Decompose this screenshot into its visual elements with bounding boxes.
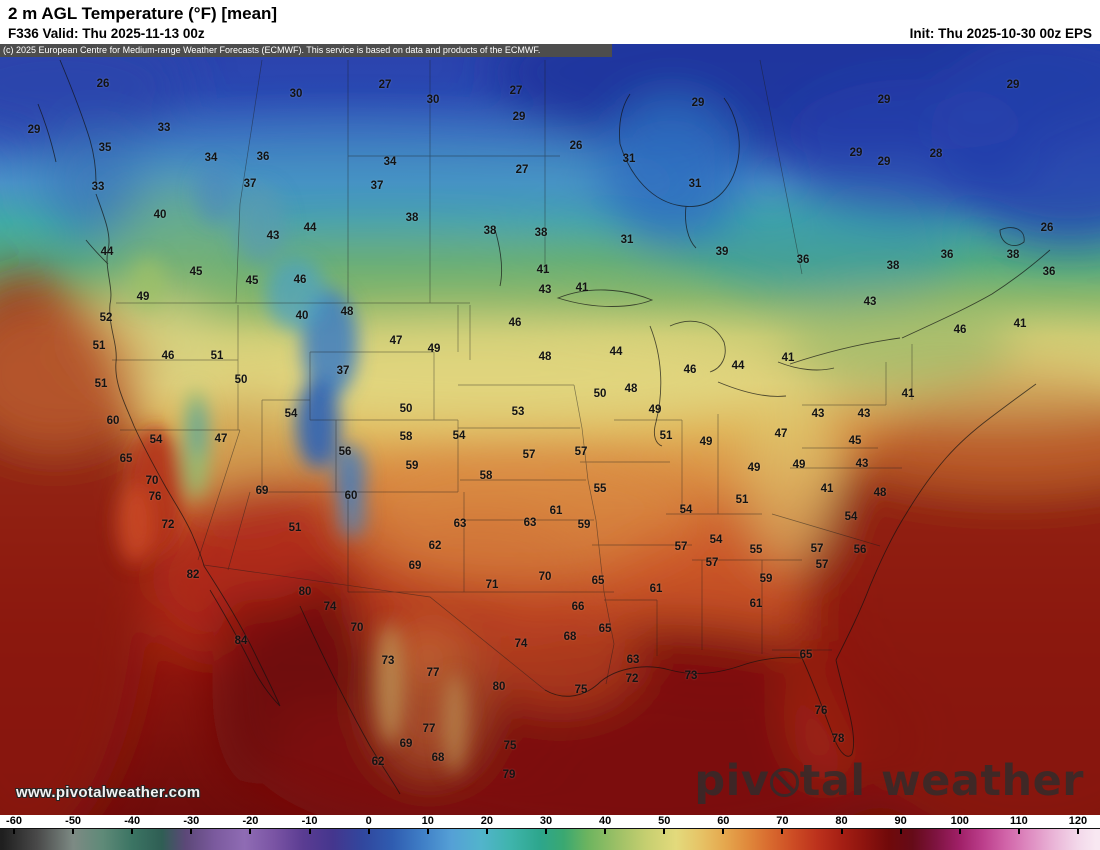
colorbar-tick-label: -40	[124, 815, 141, 827]
colorbar-tick-mark	[1017, 829, 1020, 834]
colorbar-tick-label: 60	[717, 815, 730, 827]
header: 2 m AGL Temperature (°F) [mean] F336 Val…	[0, 0, 1100, 44]
website-watermark: www.pivotalweather.com	[16, 784, 201, 801]
pivotal-logo-o-icon	[770, 768, 799, 797]
brand-text-post: tal weather	[799, 756, 1084, 806]
colorbar-tick-mark	[13, 829, 15, 834]
map-title: 2 m AGL Temperature (°F) [mean]	[8, 4, 278, 23]
temperature-field-map	[0, 44, 1100, 815]
colorbar-tick-mark	[544, 829, 547, 834]
colorbar-tick-label: 30	[539, 815, 553, 827]
colorbar-tick-mark	[131, 829, 134, 834]
colorbar-tick-mark	[899, 829, 902, 834]
coastlines	[37, 59, 1051, 795]
state-borders	[112, 59, 913, 691]
colorbar-tick-label: 100	[950, 815, 969, 827]
colorbar-tick-label: 50	[658, 815, 671, 827]
colorbar-tick-mark	[485, 829, 488, 834]
colorbar-tick-mark	[367, 829, 370, 834]
colorbar-tick-label: 0	[365, 815, 372, 827]
colorbar-tick-label: -20	[242, 815, 259, 827]
colorbar-tick-label: -10	[301, 815, 318, 827]
colorbar-tick-label: 20	[480, 815, 493, 827]
colorbar-tick-mark	[722, 829, 725, 834]
colorbar-tick-label: 120	[1068, 815, 1088, 827]
header-subrow: F336 Valid: Thu 2025-11-13 00z Init: Thu…	[0, 26, 1100, 44]
copyright-bar: (c) 2025 European Centre for Medium-rang…	[0, 44, 612, 57]
colorbar-tick-mark	[840, 829, 843, 834]
colorbar-tick-mark	[249, 829, 252, 834]
terrain-detail-blobs	[117, 164, 467, 774]
colorbar-tick-label: 80	[835, 815, 848, 827]
colorbar-tick-label: 40	[598, 815, 612, 827]
colorbar-tick-mark	[426, 829, 429, 834]
forecast-valid-text: F336 Valid: Thu 2025-11-13 00z	[8, 26, 205, 41]
colorbar-tick-mark	[781, 829, 784, 834]
colorbar-tick-mark	[308, 829, 311, 834]
colorbar-tick-label: 90	[894, 815, 907, 827]
colorbar-tick-mark	[72, 829, 75, 834]
colorbar-tick-label: -50	[65, 815, 82, 827]
colorbar-tick-mark	[958, 829, 961, 834]
brand-watermark: piv tal weather	[694, 756, 1084, 806]
colorbar-tick-mark	[663, 829, 666, 834]
colorbar-tick-mark	[604, 829, 607, 834]
colorbar-tick-label: -30	[183, 815, 200, 827]
colorbar-tick-label: 110	[1009, 815, 1028, 827]
brand-text-pre: piv	[694, 756, 770, 806]
colorbar-labels: -60 -50 -40 -30 -20 -10 0 10 20 30 40 50 60 70 80 90 100…	[0, 815, 1100, 828]
colorbar-tick-label: 10	[421, 815, 434, 827]
colorbar-tick-label: 70	[776, 815, 789, 827]
map-area[interactable]: (c) 2025 European Centre for Medium-rang…	[0, 44, 1100, 815]
colorbar-tick-mark	[1076, 829, 1079, 834]
colorbar-tick-mark	[190, 829, 193, 834]
colorbar-gradient	[0, 828, 1100, 850]
colorbar-tick-label: -60	[6, 815, 22, 827]
init-time-text: Init: Thu 2025-10-30 00z EPS	[909, 26, 1092, 41]
